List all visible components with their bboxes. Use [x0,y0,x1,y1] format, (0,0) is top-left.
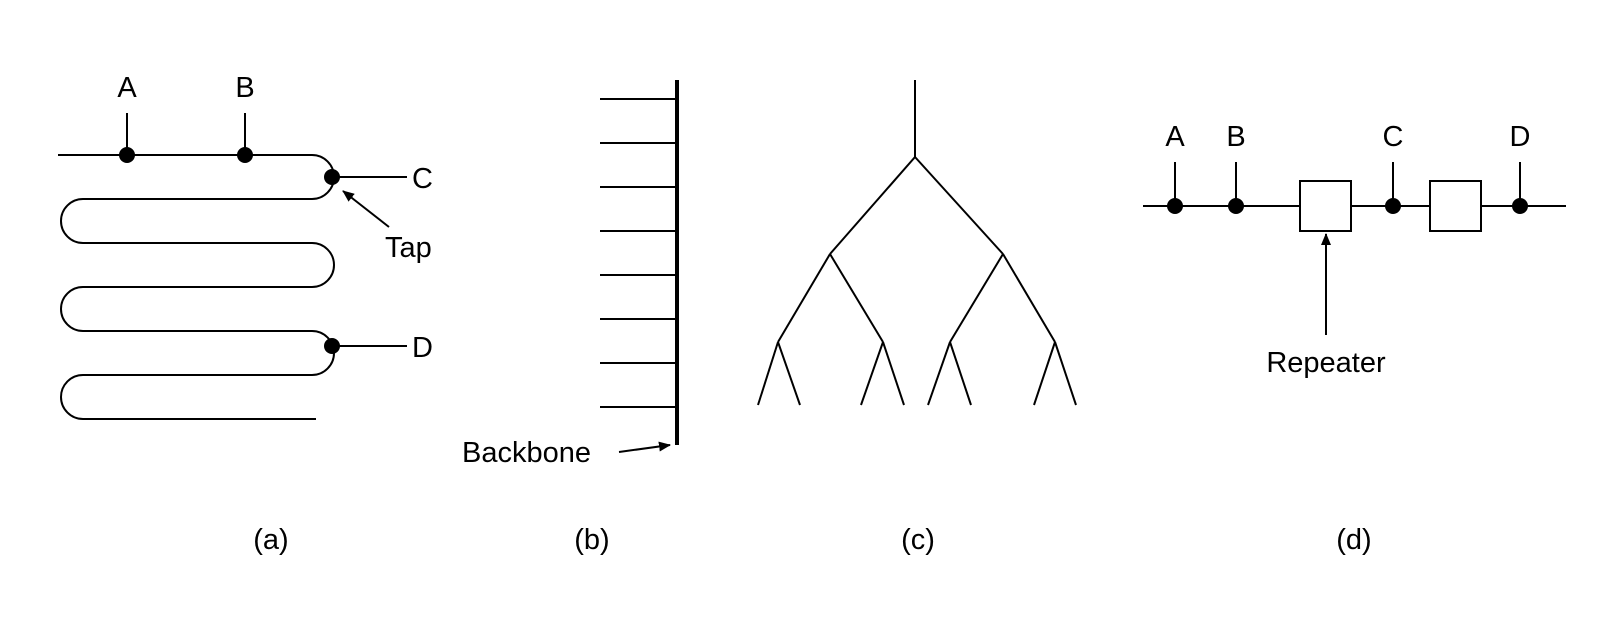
station-b-tap-dot [1228,198,1244,214]
station-d-label: D [1510,121,1531,153]
station-b-label: B [1226,121,1245,153]
station-c-label: C [1383,121,1404,153]
caption-c: (c) [901,524,935,556]
station-a-label: A [117,72,137,104]
caption-a: (a) [253,524,288,556]
panel-b: Backbone (b) [462,80,679,556]
panel-a: A B C Tap D (a) [58,72,433,556]
tree-leaf-edge [1033,341,1056,406]
tree-leaf-edge [882,341,905,406]
repeater-label: Repeater [1266,347,1386,379]
tree-edge [1002,253,1056,343]
station-b-tap-dot [237,147,253,163]
tap-arrow [342,190,390,228]
repeater-box [1429,180,1482,232]
station-d-tap-dot [1512,198,1528,214]
panel-d: A B C D Repeater (d) [1143,121,1566,556]
tree-leaf-edge [927,341,951,406]
panel-c: (c) [757,80,1077,556]
station-a-label: A [1165,121,1185,153]
tree-edge [777,253,831,343]
tree-leaf-edge [860,341,884,406]
tree-leaf-edge [777,341,801,406]
station-c-tap-dot [1385,198,1401,214]
station-c-label: C [412,163,433,195]
tree-leaf-edge [949,341,972,406]
station-d-label: D [412,332,433,364]
caption-d: (d) [1336,524,1371,556]
station-a-tap-dot [119,147,135,163]
tree-edge [829,156,916,255]
tree-leaf-edge [1054,341,1077,406]
tree-edge [914,156,1004,255]
station-a-tap-dot [1167,198,1183,214]
station-b-label: B [235,72,254,104]
repeater-box [1299,180,1352,232]
tree-edge [949,253,1004,343]
backbone-arrow [618,441,671,453]
tap-label: Tap [385,232,432,264]
backbone-label: Backbone [462,437,591,469]
tree-leaf-edge [757,341,779,406]
tree-edge [829,253,884,343]
caption-b: (b) [574,524,609,556]
serpentine-cable [58,154,335,420]
